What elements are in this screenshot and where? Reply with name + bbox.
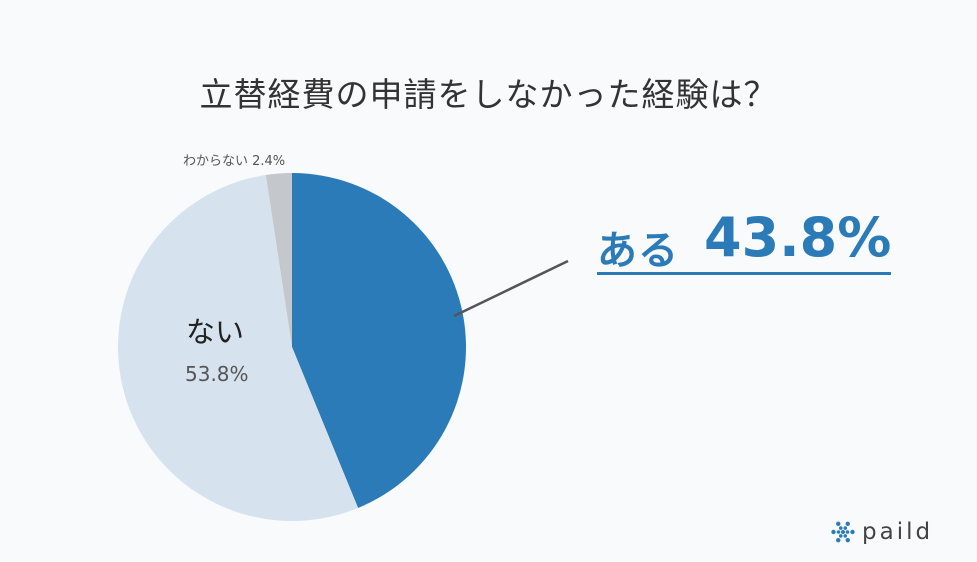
callout-aru-label: ある <box>597 228 679 274</box>
callout-underline <box>597 272 891 275</box>
slice-value-nai: 53.8% <box>185 362 249 386</box>
brand-logo: paild <box>830 515 933 549</box>
brand-name: paild <box>862 519 934 545</box>
pie-slice-wakaranai <box>265 173 292 347</box>
pie-slice-aru <box>292 173 466 508</box>
callout-aru-value: 43.8% <box>704 206 892 269</box>
slice-label-nai: ない <box>186 315 245 349</box>
slice-label-wakaranai: わからない 2.4% <box>183 154 286 169</box>
callout-aru: ある 43.8% <box>597 206 892 274</box>
asterisk-logo-icon <box>831 521 855 543</box>
callout-leader-line <box>453 259 569 318</box>
pie-slice-nai <box>118 174 359 521</box>
chart-title: 立替経費の申請をしなかった経験は？ <box>199 75 778 114</box>
